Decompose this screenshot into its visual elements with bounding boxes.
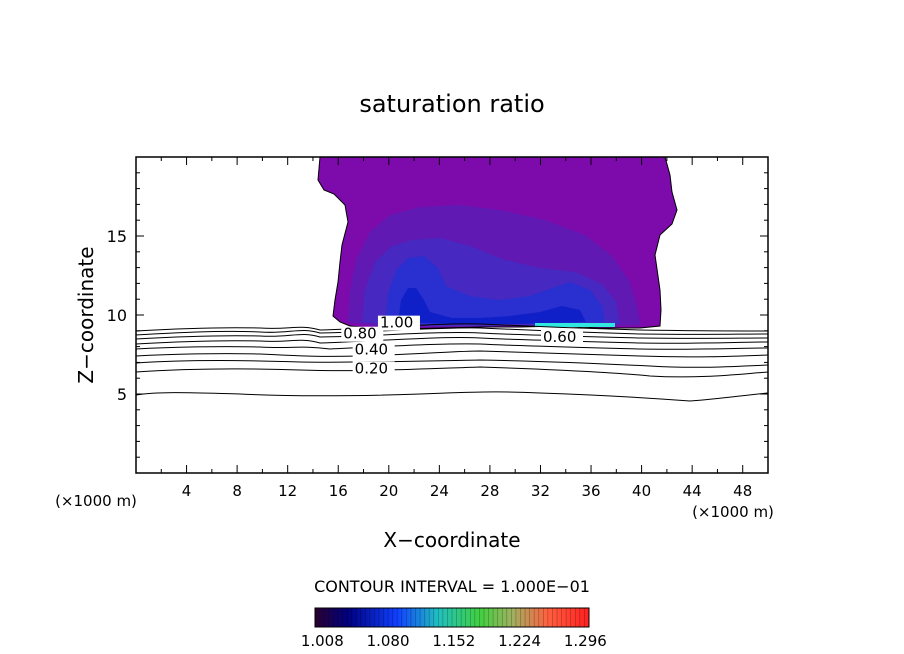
contour-line: [136, 366, 768, 378]
x-axis-ticks: 4 8 12 16 20 24 28 32 36 40 44 48: [160, 157, 752, 500]
x-tick-label: 20: [379, 482, 398, 500]
y-tick-label: 15: [107, 227, 127, 246]
fill-level-deep: [398, 288, 586, 324]
contour-line: [136, 350, 768, 358]
y-tick-label: 10: [107, 306, 127, 325]
x-tick-label: 32: [531, 482, 550, 500]
cyan-streak: [535, 323, 615, 327]
y-axis-label: Z−coordinate: [74, 246, 98, 383]
contour-label: 0.80: [343, 325, 376, 343]
x-unit-right: (×1000 m): [692, 503, 774, 521]
x-tick-label: 4: [182, 482, 192, 500]
x-tick-label: 16: [329, 482, 348, 500]
colorbar-tick-label: 1.224: [498, 632, 541, 650]
contour-labels: 0.801.00 0.60 0.400.20: [341, 314, 584, 377]
contour-label: 0.20: [355, 359, 388, 377]
contour-label-bg: [352, 361, 395, 377]
colorbar-tick-label: 1.296: [564, 632, 607, 650]
x-tick-label: 8: [232, 482, 242, 500]
contour-line: [136, 343, 768, 350]
y-axis-ticks: 5 10 15: [107, 172, 768, 458]
contour-line: [136, 337, 768, 345]
x-tick-label: 44: [683, 482, 702, 500]
x-tick-label: 12: [278, 482, 297, 500]
contour-label: 1.00: [380, 314, 413, 332]
contour-label: 0.60: [543, 328, 576, 346]
x-tick-label: 48: [733, 482, 752, 500]
contour-line: [136, 323, 768, 332]
x-tick-label: 24: [430, 482, 449, 500]
x-tick-label: 28: [480, 482, 499, 500]
contour-line: [136, 391, 768, 402]
contour-line: [136, 327, 768, 336]
colorbar-segments: [319, 608, 585, 627]
x-tick-label: 40: [632, 482, 651, 500]
y-tick-label: 5: [117, 385, 127, 404]
fill-level-core: [385, 256, 605, 324]
colorbar-tick-label: 1.008: [301, 632, 344, 650]
contour-label-bg: [352, 342, 395, 358]
contour-interval-label: CONTOUR INTERVAL = 1.000E−01: [314, 577, 590, 596]
contour-label-bg: [341, 326, 384, 342]
contour-line: [136, 359, 768, 368]
colorbar-tick-label: 1.080: [367, 632, 410, 650]
contour-label-bg: [377, 315, 420, 331]
contour-lines: [136, 323, 768, 402]
cloud-fill: [317, 157, 678, 330]
x-unit-left: (×1000 m): [55, 492, 137, 510]
contour-label-bg: [541, 329, 584, 345]
chart-title: saturation ratio: [359, 90, 544, 118]
colorbar-ticks: 1.008 1.080 1.152 1.224 1.296: [301, 632, 607, 650]
contour-line: [136, 332, 768, 340]
colorbar-tick-label: 1.152: [432, 632, 475, 650]
colorbar: [314, 607, 590, 628]
x-axis-label: X−coordinate: [383, 528, 520, 552]
x-tick-label: 36: [581, 482, 600, 500]
contour-label: 0.40: [355, 341, 388, 359]
